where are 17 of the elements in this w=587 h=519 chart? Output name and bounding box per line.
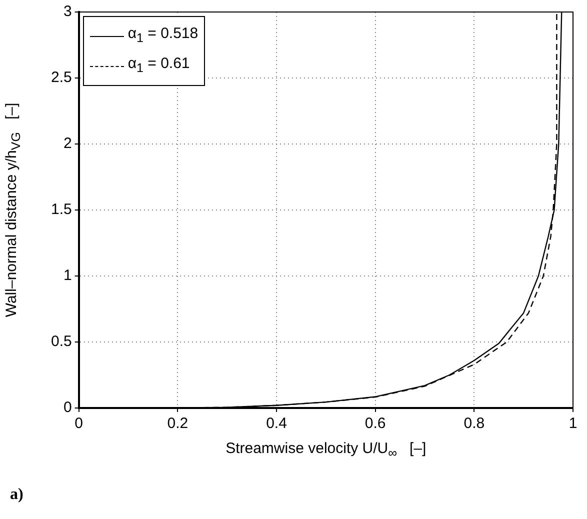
x-tick-label: 0.8 (464, 415, 485, 432)
y-tick-label: 2 (64, 135, 72, 152)
y-tick-label: 1.5 (50, 201, 72, 218)
y-tick-label: 1 (64, 267, 72, 284)
x-tick-label: 0 (74, 415, 84, 432)
x-tick-label: 1 (568, 415, 578, 432)
x-tick-label: 0.2 (167, 415, 188, 432)
text: a) (10, 486, 24, 504)
y-tick-label: 0.5 (50, 333, 72, 350)
y-tick-label: 0 (64, 399, 72, 416)
y-tick-label: 3 (64, 3, 72, 20)
legend-label: α$_{1}$ = 0.61 (128, 54, 190, 77)
x-tick-label: 0.6 (364, 415, 386, 432)
y-tick-label: 2.5 (50, 69, 72, 86)
x-axis-title: Streamwise velocity U/U$_{∞}$ [–] (224, 440, 428, 460)
x-tick-label: 0.4 (266, 415, 287, 432)
legend-label: α$_{1}$ = 0.518 (128, 24, 198, 47)
